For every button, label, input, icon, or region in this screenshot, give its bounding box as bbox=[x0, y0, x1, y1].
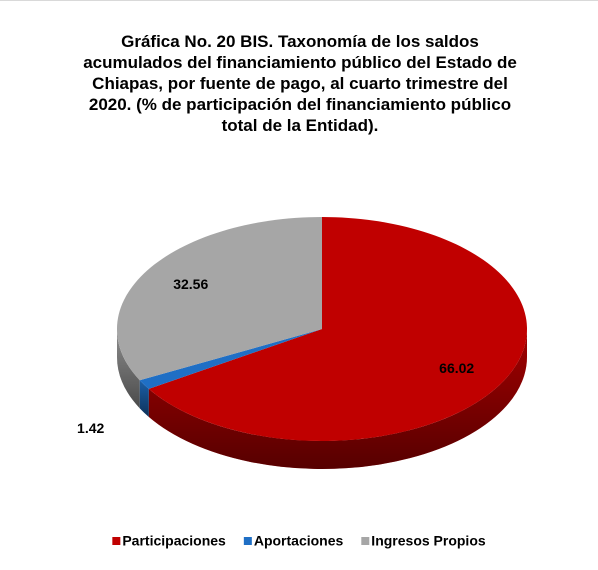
slice bbox=[116, 217, 322, 381]
legend-label: Ingresos Propios bbox=[371, 533, 486, 549]
legend-label: Participaciones bbox=[122, 533, 226, 549]
chart-title: Gráfica No. 20 BIS. Taxonomía de los sal… bbox=[83, 32, 517, 135]
data-label: 1.42 bbox=[77, 420, 104, 436]
legend-swatch bbox=[112, 537, 121, 545]
slice-side-shade bbox=[117, 329, 140, 409]
slice-side-shade bbox=[148, 329, 527, 469]
legend-swatch bbox=[361, 537, 370, 545]
legend-label: Aportaciones bbox=[254, 533, 344, 549]
slice-side-shade bbox=[139, 380, 149, 417]
data-label: 66.02 bbox=[439, 360, 474, 376]
slice bbox=[139, 329, 322, 389]
legend-swatch bbox=[243, 537, 252, 545]
data-label: 32.56 bbox=[173, 276, 208, 292]
slice bbox=[148, 217, 527, 442]
legend: Participaciones Aportaciones Ingresos Prop… bbox=[112, 533, 486, 549]
